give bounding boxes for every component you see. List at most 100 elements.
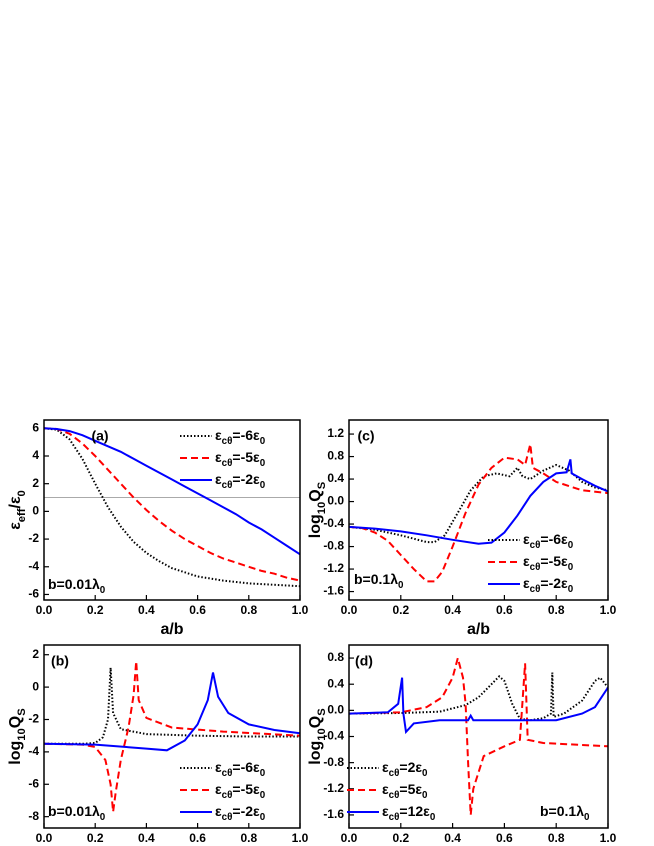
y-axis-title: εeff/ε0 (7, 490, 28, 530)
y-tick-label: -0.4 (323, 729, 344, 743)
legend-label: εcθ=-6ε0 (215, 427, 266, 447)
x-tick-label: 0.0 (36, 603, 53, 617)
y-tick-label: -1.6 (323, 584, 344, 598)
panel-label: (c) (357, 428, 374, 444)
y-tick-label: -4 (28, 559, 39, 573)
subscript: cθ (222, 436, 233, 447)
text-part: =2ε (399, 759, 422, 775)
data-line (348, 677, 609, 735)
subscript: 0 (100, 585, 106, 596)
subscript: 0 (584, 812, 590, 823)
subscript: cθ (389, 768, 400, 779)
text-part: b=0.01λ (48, 803, 100, 819)
x-tick-label: 0.4 (444, 603, 461, 617)
subscript: 10 (316, 502, 328, 514)
subscript: 0 (260, 480, 266, 491)
text-part: =-5ε (232, 449, 260, 465)
text-part: =-6ε (232, 759, 260, 775)
subscript: cθ (222, 790, 233, 801)
text-part: Q (307, 489, 324, 501)
data-line (43, 427, 301, 588)
legend-label: εcθ=12ε0 (382, 803, 436, 823)
subscript: S (316, 708, 328, 716)
subscript: 0 (260, 436, 266, 447)
data-line (43, 672, 301, 752)
subscript: 0 (260, 790, 266, 801)
text-part: b=0.01λ (48, 576, 100, 592)
legend-label: εcθ=-2ε0 (523, 575, 574, 595)
text-part: ε (215, 781, 222, 797)
panel-label: (a) (91, 428, 108, 444)
text-part: =5ε (399, 781, 422, 797)
text-part: ε (215, 427, 222, 443)
x-tick-label: 0.2 (392, 831, 409, 845)
y-tick-label: -2 (28, 531, 39, 545)
text-part: log (307, 514, 324, 538)
y-tick-label: -6 (28, 587, 39, 601)
subscript: 0 (422, 790, 428, 801)
data-line (348, 672, 609, 722)
subscript: 0 (568, 540, 574, 551)
data-line (44, 667, 300, 745)
subscript: cθ (222, 812, 233, 823)
y-axis-title: log10QS (307, 708, 328, 765)
panel-label: (b) (51, 653, 69, 669)
text-part: ε (215, 759, 222, 775)
x-tick-label: 1.0 (600, 603, 617, 617)
data-line (43, 427, 301, 582)
x-tick-label: 0.6 (496, 603, 513, 617)
text-part: =-2ε (232, 803, 260, 819)
y-tick-label: 4 (32, 448, 39, 462)
annotation: b=0.1λ0 (540, 803, 590, 823)
x-tick-label: 0.8 (240, 603, 257, 617)
y-axis-title: log10QS (7, 708, 28, 765)
text-part: =-5ε (232, 781, 260, 797)
x-tick-label: 0.4 (444, 831, 461, 845)
y-tick-label: 0.8 (327, 650, 344, 664)
x-tick-label: 0.2 (392, 603, 409, 617)
y-tick-label: -1.2 (323, 781, 344, 795)
text-part: ε (215, 803, 222, 819)
subscript: 10 (16, 728, 28, 740)
subscript: 0 (100, 812, 106, 823)
y-tick-label: 2 (32, 476, 39, 490)
subscript: 0 (568, 584, 574, 595)
x-tick-label: 0.6 (496, 831, 513, 845)
text-part: ε (382, 759, 389, 775)
x-tick-label: 0.6 (189, 603, 206, 617)
subscript: cθ (389, 790, 400, 801)
x-tick-label: 0.0 (341, 831, 358, 845)
x-tick-label: 0.8 (240, 831, 257, 845)
legend-label: εcθ=-6ε0 (215, 759, 266, 779)
subscript: cθ (389, 812, 400, 823)
data-line (348, 654, 609, 815)
text-part: b=0.1λ (540, 803, 584, 819)
y-tick-label: -1.2 (323, 561, 344, 575)
y-tick-label: -6 (28, 776, 39, 790)
text-part: =12ε (399, 803, 430, 819)
text-part: Q (307, 716, 324, 728)
text-part: ε (215, 449, 222, 465)
text-part: log (307, 741, 324, 765)
text-part: =-2ε (232, 471, 260, 487)
panel-label: (d) (355, 653, 373, 669)
y-tick-label: -8 (28, 809, 39, 823)
x-tick-label: 0.0 (341, 603, 358, 617)
y-tick-label: 0 (32, 504, 39, 518)
text-part: b=0.1λ (354, 571, 398, 587)
legend-label: εcθ=-5ε0 (215, 781, 266, 801)
subscript: 0 (16, 490, 28, 496)
legend-label: εcθ=-6ε0 (523, 531, 574, 551)
text-part: ε (382, 803, 389, 819)
text-part: log (7, 741, 24, 765)
x-axis-title: a/b (467, 621, 490, 638)
x-tick-label: 1.0 (292, 603, 309, 617)
annotation: b=0.01λ0 (48, 576, 106, 596)
subscript: cθ (222, 458, 233, 469)
y-tick-label: 2 (32, 647, 39, 661)
y-tick-label: 0 (32, 679, 39, 693)
subscript: cθ (530, 540, 541, 551)
subscript: cθ (222, 768, 233, 779)
x-tick-label: 0.4 (138, 603, 155, 617)
